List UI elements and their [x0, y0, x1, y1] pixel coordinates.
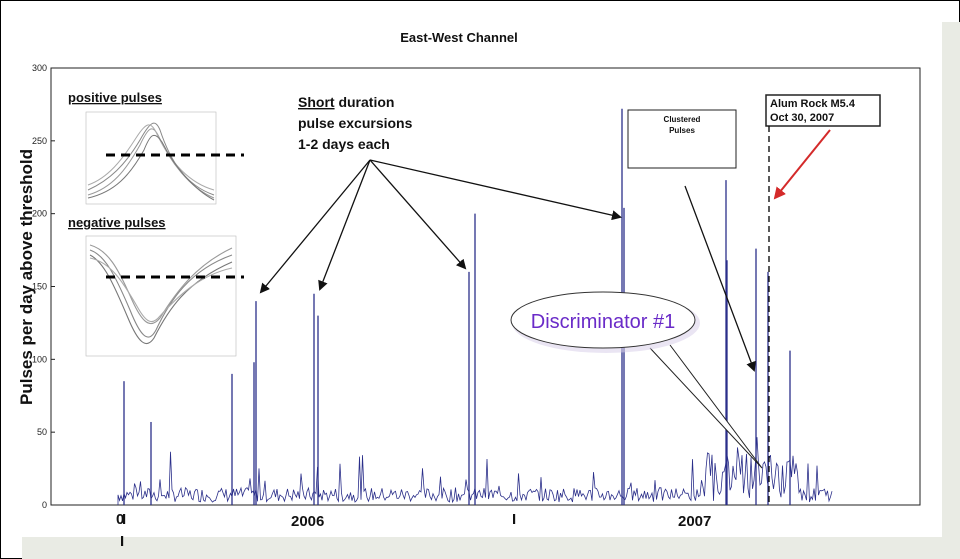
- clustered-box: [627, 109, 737, 169]
- clustered-arrow: [684, 185, 756, 372]
- chart-title: East-West Channel: [400, 30, 518, 45]
- short-line-2: pulse excursions: [298, 115, 413, 131]
- x-tick-mark-mid: I: [512, 511, 516, 528]
- x-tick-label-0: 0: [116, 511, 124, 528]
- negative-pulses-inset: negative pulses: [68, 215, 244, 357]
- negative-pulses-title: negative pulses: [68, 215, 166, 230]
- positive-pulses-inset: positive pulses: [68, 90, 244, 205]
- arrow-to-spike-1: [259, 159, 371, 294]
- x-tick-label-2006: 2006: [291, 513, 324, 530]
- discriminator-label: Discriminator #1: [531, 311, 675, 333]
- y-ticks: 0 50 100 150 200 250 300: [32, 63, 55, 510]
- arrow-to-spike-2: [318, 159, 371, 291]
- positive-trace: [87, 124, 215, 191]
- y-tick-label: 0: [42, 500, 47, 510]
- arrow-to-spike-3: [369, 159, 467, 270]
- negative-trace: [89, 244, 233, 324]
- arrow-to-spike-4: [369, 159, 622, 221]
- x-tick-label-2007: 2007: [678, 513, 711, 530]
- discriminator-callout: Discriminator #1: [510, 291, 763, 469]
- positive-pulses-plot: [85, 111, 217, 205]
- y-tick-label: 250: [32, 136, 47, 146]
- short-word: Short: [298, 94, 335, 110]
- y-tick-label: 300: [32, 63, 47, 73]
- clustered-pulses-annotation: Clustered Pulses: [627, 109, 756, 372]
- positive-trace: [87, 134, 215, 201]
- x-tick-mark-0b: I: [120, 533, 124, 550]
- y-tick-label: 100: [32, 354, 47, 364]
- short-rest: duration: [335, 94, 395, 110]
- y-tick-label: 150: [32, 282, 47, 292]
- y-tick-label: 200: [32, 209, 47, 219]
- y-tick-label: 50: [37, 427, 47, 437]
- short-duration-annotation: Short duration pulse excursions 1-2 days…: [259, 94, 622, 294]
- short-line-3: 1-2 days each: [298, 136, 390, 152]
- x-tick-mark-0: I: [122, 511, 126, 528]
- callout-bubble: [510, 291, 696, 349]
- positive-pulses-title: positive pulses: [68, 90, 162, 105]
- red-arrow: [773, 129, 831, 200]
- negative-trace: [89, 257, 233, 323]
- alum-rock-annotation: Alum Rock M5.4 Oct 30, 2007: [765, 94, 881, 505]
- alum-rock-box: [765, 94, 881, 127]
- short-line-1: Short duration: [298, 94, 394, 110]
- bottom-shadow-band: [22, 537, 960, 559]
- negative-trace: [89, 249, 233, 338]
- alum-rock-line-2: Oct 30, 2007: [770, 112, 834, 124]
- negative-pulses-plot: [85, 235, 237, 357]
- series-baseline: [117, 437, 833, 505]
- right-shadow-band: [942, 22, 960, 559]
- callout-tail: [649, 344, 763, 469]
- alum-rock-line-1: Alum Rock M5.4: [770, 98, 856, 110]
- clustered-line-2: Pulses: [669, 126, 695, 135]
- clustered-line-1: Clustered: [664, 115, 701, 124]
